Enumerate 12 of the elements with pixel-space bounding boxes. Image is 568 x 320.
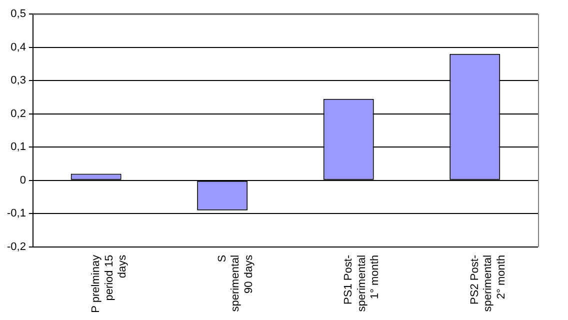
y-tick-label: 0,5 (10, 8, 26, 20)
x-tick-label: P prelminay period 15 days (90, 254, 129, 313)
y-tick-label: 0 (20, 174, 26, 186)
y-tick-label: 0,1 (10, 141, 26, 154)
y-tick-label: 0,3 (10, 74, 26, 87)
x-tick-label: PS2 Post- sperimental 2° month (468, 254, 508, 312)
y-tick-label: -0,2 (6, 240, 26, 253)
y-tick-label: 0,2 (10, 108, 26, 120)
y-tick-label: -0,1 (6, 208, 26, 220)
x-tick-label: S sperimental 90 days (216, 254, 255, 312)
y-tick-label: 0,4 (10, 41, 26, 54)
x-tick-label: PS1 Post- sperimental 1° month (342, 254, 382, 312)
